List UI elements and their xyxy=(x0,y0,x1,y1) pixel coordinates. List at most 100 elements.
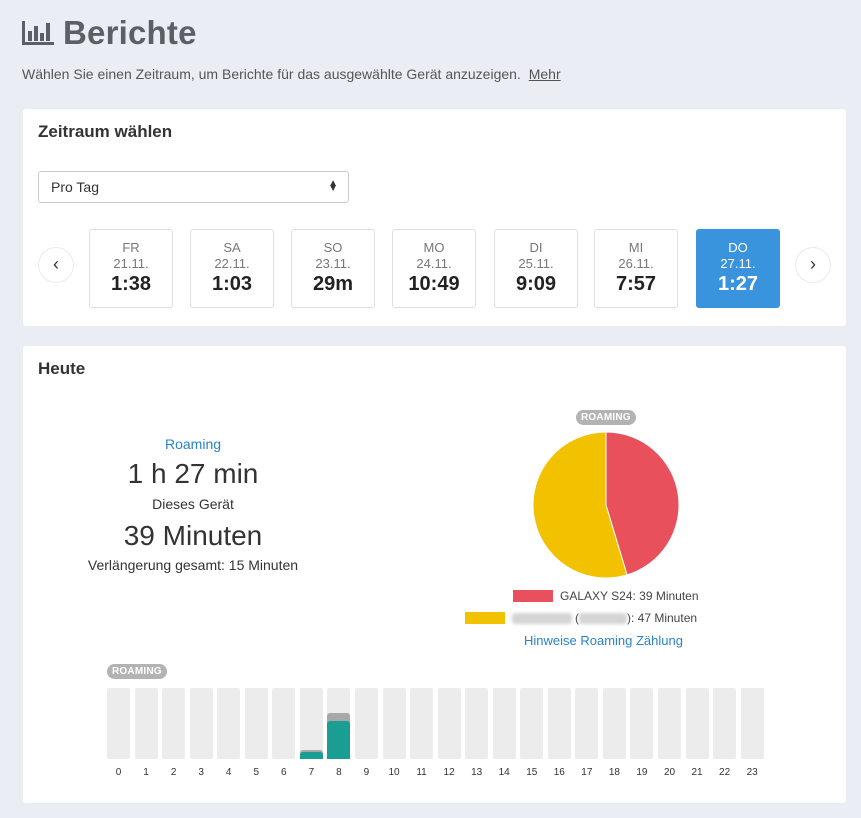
hour-tick-label: 13 xyxy=(471,767,483,778)
hour-bar-track xyxy=(299,688,323,759)
pie-slice xyxy=(532,431,628,579)
day-value: 7:57 xyxy=(615,273,657,295)
hour-bar-track xyxy=(685,688,709,759)
day-date: 24.11. xyxy=(416,256,452,271)
day-name: FR xyxy=(122,240,140,255)
redacted-device-owner xyxy=(579,612,627,624)
hour-tick-label: 19 xyxy=(636,767,648,778)
hour-bar-track xyxy=(575,688,599,759)
roaming-hint-link[interactable]: Hinweise Roaming Zählung xyxy=(524,633,683,648)
hour-tick-label: 17 xyxy=(581,767,593,778)
hour-tick-label: 7 xyxy=(308,767,315,778)
today-card: Heute Roaming 1 h 27 min Dieses Gerät 39… xyxy=(23,346,846,803)
legend-swatch-red xyxy=(513,590,553,602)
redacted-device-name xyxy=(512,612,572,624)
hour-tick-label: 2 xyxy=(170,767,177,778)
day-value: 1:38 xyxy=(110,273,152,295)
hour-tick-label: 8 xyxy=(336,767,342,778)
hour-bar-track xyxy=(465,688,489,759)
roaming-pie-chart xyxy=(532,431,680,579)
day-tile[interactable]: DI 25.11. 9:09 xyxy=(494,229,578,308)
day-value: 29m xyxy=(312,273,354,295)
day-name: SA xyxy=(223,240,241,255)
day-date: 26.11. xyxy=(618,256,654,271)
bar-chart-icon xyxy=(22,21,54,45)
pie-slice xyxy=(605,431,680,576)
today-card-title: Heute xyxy=(38,359,86,378)
legend-item-device: GALAXY S24: 39 Minuten xyxy=(513,589,699,603)
day-date: 25.11. xyxy=(518,256,554,271)
period-card: Zeitraum wählen Pro Tag ▲ ▼ ‹ › FR 21.11. 1… xyxy=(23,109,846,326)
day-name: MI xyxy=(628,240,644,255)
hour-bar-track xyxy=(630,688,654,759)
hour-bar-track xyxy=(713,688,737,759)
day-value: 1:27 xyxy=(717,273,759,295)
period-select[interactable]: Pro Tag ▲ ▼ xyxy=(38,171,349,203)
hour-bar-track xyxy=(410,688,434,759)
hour-tick-label: 4 xyxy=(225,767,232,778)
hour-bar-track xyxy=(492,688,516,759)
hour-tick-label: 5 xyxy=(253,767,260,778)
hour-bar-device-segment xyxy=(327,721,351,759)
roaming-link[interactable]: Roaming xyxy=(164,436,222,452)
hour-tick-label: 16 xyxy=(553,767,565,778)
hour-tick-label: 21 xyxy=(691,767,703,778)
total-time: 1 h 27 min xyxy=(127,458,259,489)
hour-tick-label: 9 xyxy=(363,767,370,778)
extension-total: Verlängerung gesamt: 15 Minuten xyxy=(87,557,299,573)
hour-bar-track xyxy=(547,688,571,759)
more-link[interactable]: Mehr xyxy=(528,66,561,82)
day-date: 23.11. xyxy=(315,256,351,271)
hour-bar-track xyxy=(354,688,378,759)
chevron-right-icon: › xyxy=(810,254,816,274)
device-time: 39 Minuten xyxy=(123,520,263,551)
day-date: 21.11. xyxy=(113,256,149,271)
day-tile[interactable]: DO 27.11. 1:27 xyxy=(696,229,780,308)
day-tile[interactable]: SA 22.11. 1:03 xyxy=(190,229,274,308)
day-date: 27.11. xyxy=(720,256,756,271)
hour-tick-label: 20 xyxy=(663,767,676,778)
legend-prefix: ( xyxy=(575,611,579,625)
hour-bar-track xyxy=(382,688,406,759)
day-value: 1:03 xyxy=(211,273,253,295)
page-subtitle: Wählen Sie einen Zeitraum, um Berichte f… xyxy=(22,66,561,82)
legend-label-device: GALAXY S24: 39 Minuten xyxy=(560,589,699,603)
hour-bar-track xyxy=(134,688,158,759)
hour-bar-other-segment xyxy=(327,712,351,725)
day-tile[interactable]: FR 21.11. 1:38 xyxy=(89,229,173,308)
day-name: SO xyxy=(323,240,343,255)
day-tile[interactable]: MI 26.11. 7:57 xyxy=(594,229,678,308)
hour-bar-track xyxy=(437,688,461,759)
hour-tick-label: 1 xyxy=(143,767,149,778)
legend-label-other: ): 47 Minuten xyxy=(627,611,698,625)
hour-bar-track xyxy=(107,688,130,759)
hour-tick-label: 15 xyxy=(526,767,538,778)
hour-bar-track xyxy=(162,688,186,759)
hour-bar-track xyxy=(658,688,681,759)
hour-bar-track xyxy=(244,688,268,759)
today-stats: Roaming 1 h 27 min Dieses Gerät 39 Minut… xyxy=(58,436,328,573)
legend-swatch-yellow xyxy=(465,612,505,624)
day-tile[interactable]: MO 24.11. 10:49 xyxy=(392,229,476,308)
day-tile[interactable]: SO 23.11. 29m xyxy=(291,229,375,308)
hour-tick-label: 22 xyxy=(719,767,731,778)
day-name: DI xyxy=(529,240,543,255)
hour-tick-label: 0 xyxy=(115,767,122,778)
hour-tick-label: 18 xyxy=(608,767,620,778)
hour-tick-label: 11 xyxy=(416,767,427,778)
pie-roaming-badge: ROAMING xyxy=(576,410,636,425)
next-period-button[interactable]: › xyxy=(796,248,830,282)
hour-bar-track xyxy=(740,688,764,759)
hour-bar-track xyxy=(602,688,626,759)
hour-tick-label: 6 xyxy=(281,767,287,778)
chevron-left-icon: ‹ xyxy=(53,254,59,274)
day-date: 22.11. xyxy=(214,256,250,271)
day-value: 10:49 xyxy=(408,273,460,295)
hour-tick-label: 10 xyxy=(388,767,400,778)
title-row: Berichte xyxy=(22,14,197,52)
hour-bar-device-segment xyxy=(299,751,323,759)
bars-roaming-badge: ROAMING xyxy=(107,664,167,679)
hour-bar-track xyxy=(272,688,296,759)
hour-tick-label: 12 xyxy=(443,767,455,778)
prev-period-button[interactable]: ‹ xyxy=(39,248,73,282)
